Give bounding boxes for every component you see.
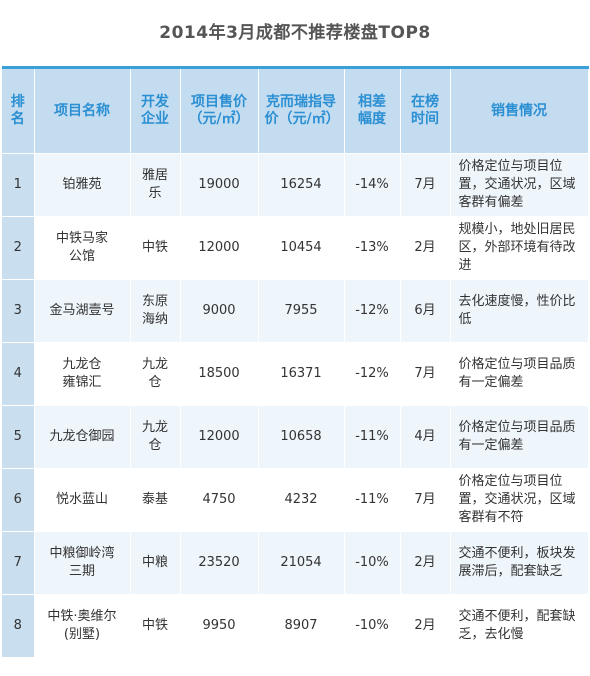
- cell-guide-price: 21054: [258, 531, 345, 595]
- cell-project-name: 悦水蓝山: [34, 468, 131, 532]
- cell-difference: -10%: [344, 594, 401, 658]
- cell-project-name: 九龙仓御园: [34, 405, 131, 469]
- cell-guide-price: 8907: [258, 594, 345, 658]
- cell-guide-price: 4232: [258, 468, 345, 532]
- cell-listing-time: 7月: [400, 153, 451, 217]
- cell-project-price: 23520: [180, 531, 259, 595]
- cell-sales-status: 价格定位与项目品质有一定偏差: [450, 342, 589, 406]
- cell-difference: -10%: [344, 531, 401, 595]
- table-row: 8 中铁·奥维尔(别墅) 中铁 9950 8907 -10% 2月 交通不便利，…: [2, 594, 589, 658]
- cell-developer: 九龙仓: [130, 405, 181, 469]
- header-developer: 开发企业: [130, 67, 181, 154]
- cell-listing-time: 2月: [400, 216, 451, 280]
- header-difference: 相差幅度: [344, 67, 401, 154]
- cell-project-name: 中铁马家公馆: [34, 216, 131, 280]
- cell-rank: 2: [2, 216, 35, 280]
- cell-rank: 5: [2, 405, 35, 469]
- cell-sales-status: 交通不便利，板块发展滞后，配套缺乏: [450, 531, 589, 595]
- table-row: 4 九龙仓雍锦汇 九龙仓 18500 16371 -12% 7月 价格定位与项目…: [2, 342, 589, 406]
- cell-project-name: 金马湖壹号: [34, 279, 131, 343]
- cell-project-price: 12000: [180, 216, 259, 280]
- cell-project-price: 4750: [180, 468, 259, 532]
- table-row: 2 中铁马家公馆 中铁 12000 10454 -13% 2月 规模小，地处旧居…: [2, 216, 589, 280]
- cell-difference: -12%: [344, 279, 401, 343]
- cell-rank: 6: [2, 468, 35, 532]
- table-row: 3 金马湖壹号 东原海纳 9000 7955 -12% 6月 去化速度慢，性价比…: [2, 279, 589, 343]
- cell-listing-time: 2月: [400, 531, 451, 595]
- cell-developer: 中粮: [130, 531, 181, 595]
- cell-project-price: 18500: [180, 342, 259, 406]
- header-sales-status: 销售情况: [450, 67, 589, 154]
- cell-sales-status: 价格定位与项目位置，交通状况，区域客群有偏差: [450, 153, 589, 217]
- cell-sales-status: 价格定位与项目位置，交通状况，区域客群有不符: [450, 468, 589, 532]
- table-row: 6 悦水蓝山 泰基 4750 4232 -11% 7月 价格定位与项目位置，交通…: [2, 468, 589, 532]
- cell-listing-time: 4月: [400, 405, 451, 469]
- cell-listing-time: 6月: [400, 279, 451, 343]
- cell-guide-price: 10658: [258, 405, 345, 469]
- cell-developer: 九龙仓: [130, 342, 181, 406]
- cell-difference: -12%: [344, 342, 401, 406]
- cell-project-price: 9950: [180, 594, 259, 658]
- table-row: 7 中粮御岭湾三期 中粮 23520 21054 -10% 2月 交通不便利，板…: [2, 531, 589, 595]
- cell-sales-status: 价格定位与项目品质有一定偏差: [450, 405, 589, 469]
- header-guide-price: 克而瑞指导价（元/㎡）: [258, 67, 345, 154]
- cell-developer: 雅居乐: [130, 153, 181, 217]
- cell-sales-status: 规模小，地处旧居民区，外部环境有待改进: [450, 216, 589, 280]
- cell-sales-status: 去化速度慢，性价比低: [450, 279, 589, 343]
- cell-difference: -14%: [344, 153, 401, 217]
- cell-developer: 东原海纳: [130, 279, 181, 343]
- cell-project-name: 中铁·奥维尔(别墅): [34, 594, 131, 658]
- cell-developer: 泰基: [130, 468, 181, 532]
- cell-project-price: 19000: [180, 153, 259, 217]
- header-listing-time: 在榜时间: [400, 67, 451, 154]
- cell-guide-price: 16371: [258, 342, 345, 406]
- cell-rank: 3: [2, 279, 35, 343]
- header-project-name: 项目名称: [34, 67, 131, 154]
- table-header-row: 排名 项目名称 开发企业 项目售价（元/㎡） 克而瑞指导价（元/㎡） 相差幅度 …: [2, 67, 589, 154]
- table-row: 1 铂雅苑 雅居乐 19000 16254 -14% 7月 价格定位与项目位置，…: [2, 153, 589, 217]
- cell-listing-time: 2月: [400, 594, 451, 658]
- header-rank: 排名: [2, 67, 35, 154]
- cell-project-name: 九龙仓雍锦汇: [34, 342, 131, 406]
- cell-rank: 7: [2, 531, 35, 595]
- cell-listing-time: 7月: [400, 468, 451, 532]
- cell-rank: 1: [2, 153, 35, 217]
- cell-guide-price: 16254: [258, 153, 345, 217]
- cell-project-name: 中粮御岭湾三期: [34, 531, 131, 595]
- cell-difference: -11%: [344, 468, 401, 532]
- cell-sales-status: 交通不便利，配套缺乏，去化慢: [450, 594, 589, 658]
- cell-guide-price: 10454: [258, 216, 345, 280]
- cell-difference: -11%: [344, 405, 401, 469]
- cell-project-price: 9000: [180, 279, 259, 343]
- cell-listing-time: 7月: [400, 342, 451, 406]
- cell-difference: -13%: [344, 216, 401, 280]
- header-project-price: 项目售价（元/㎡）: [180, 67, 259, 154]
- cell-rank: 8: [2, 594, 35, 658]
- cell-project-name: 铂雅苑: [34, 153, 131, 217]
- cell-developer: 中铁: [130, 216, 181, 280]
- table-row: 5 九龙仓御园 九龙仓 12000 10658 -11% 4月 价格定位与项目品…: [2, 405, 589, 469]
- cell-rank: 4: [2, 342, 35, 406]
- recommendation-table: 排名 项目名称 开发企业 项目售价（元/㎡） 克而瑞指导价（元/㎡） 相差幅度 …: [2, 66, 589, 658]
- cell-project-price: 12000: [180, 405, 259, 469]
- page-title: 2014年3月成都不推荐楼盘TOP8: [159, 23, 431, 43]
- cell-guide-price: 7955: [258, 279, 345, 343]
- cell-developer: 中铁: [130, 594, 181, 658]
